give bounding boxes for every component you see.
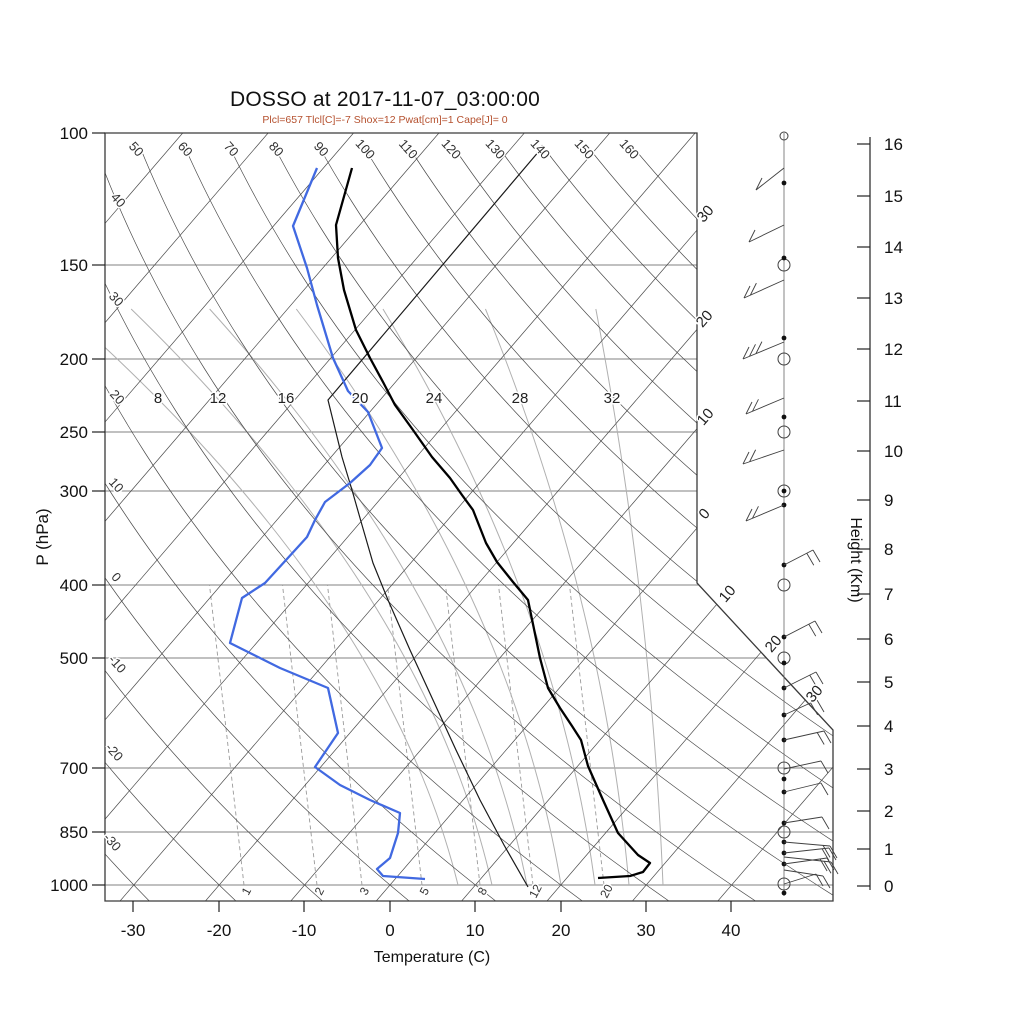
grid-label: 250	[60, 423, 88, 442]
grid-label: 8	[154, 390, 162, 407]
wind-barb	[783, 549, 821, 566]
wind-level-circle	[777, 578, 791, 592]
grid-label: 20	[552, 921, 571, 940]
wind-barb	[745, 397, 785, 415]
parcel-curve	[327, 149, 541, 888]
plot-frame	[104, 132, 834, 902]
grid-label: 2	[884, 802, 893, 821]
wind-barb	[748, 224, 785, 243]
grid-label: 7	[884, 585, 893, 604]
wind-level-circle	[777, 484, 791, 498]
wind-barb	[783, 873, 824, 887]
grid-label: 16	[278, 390, 295, 407]
wind-barb	[783, 620, 823, 638]
moist-adiabats	[105, 308, 664, 886]
mixing-ratio-lines	[209, 584, 605, 886]
grid-label: 11	[884, 392, 902, 411]
grid-label: 8	[884, 540, 893, 559]
wind-barb	[742, 449, 785, 465]
grid-label: 15	[884, 187, 903, 206]
wind-barb	[783, 841, 838, 859]
wind-barb	[783, 816, 830, 830]
profile-curves	[228, 149, 652, 888]
grid-label: 10	[884, 442, 903, 461]
grid-label: 12	[884, 340, 903, 359]
grid-label: Temperature (C)	[374, 949, 490, 966]
grid-label: Height (Km)	[847, 517, 864, 602]
wind-barb	[783, 671, 824, 689]
grid-label: 10	[466, 921, 485, 940]
wind-barb	[783, 782, 829, 796]
grid-label: 3	[884, 760, 893, 779]
grid-label: 150	[60, 256, 88, 275]
grid-label: 9	[884, 491, 893, 510]
grid-label: 1000	[50, 876, 88, 895]
grid-label: 0	[884, 877, 893, 896]
grid-label: -20	[207, 921, 232, 940]
grid-label: 13	[884, 289, 903, 308]
temperature-axis: -30 -20 -10 0 10 20 30 40 Temperature (C)	[121, 901, 741, 966]
wind-level-circle	[777, 425, 791, 439]
grid-label: 100	[60, 124, 88, 143]
wind-level-dot	[781, 180, 787, 186]
wind-level-dot	[781, 414, 787, 420]
grid-label: 200	[60, 350, 88, 369]
wind-level-circle	[777, 352, 791, 366]
wind-level-dot	[781, 890, 787, 896]
wind-barb	[783, 730, 832, 745]
wind-level-circle	[777, 877, 791, 891]
wind-barb	[743, 279, 785, 299]
grid-label: -30	[121, 921, 146, 940]
grid-label: -10	[292, 921, 317, 940]
wind-barb	[783, 699, 825, 716]
grid-label: 28	[512, 390, 529, 407]
grid-label: 300	[60, 482, 88, 501]
wind-level-circle	[779, 131, 789, 141]
wind-barb	[783, 857, 835, 872]
pressure-gridlines	[105, 133, 833, 886]
grid-label: 40	[722, 921, 741, 940]
grid-label: 500	[60, 649, 88, 668]
grid-label: 400	[60, 576, 88, 595]
wind-level-dot	[781, 255, 787, 261]
wind-barb-column	[742, 131, 839, 896]
grid-label: 700	[60, 759, 88, 778]
grid-label: P (hPa)	[33, 508, 52, 565]
grid-label: 24	[426, 390, 443, 407]
grid-label: 5	[884, 673, 893, 692]
wind-barb	[745, 504, 785, 522]
grid-label: 20	[352, 390, 369, 407]
grid-label: 4	[884, 717, 893, 736]
wind-level-dot	[781, 335, 787, 341]
wind-level-dot	[781, 776, 787, 782]
grid-label: 32	[604, 390, 621, 407]
grid-label: 14	[884, 238, 903, 257]
grid-label: 0	[385, 921, 394, 940]
chart-title: DOSSO at 2017-11-07_03:00:00	[230, 88, 540, 111]
pressure-axis: 100 150 200 250 300 400 500 700 850 1000 P (hPa)	[33, 124, 105, 895]
grid-label: 850	[60, 823, 88, 842]
grid-label: 6	[884, 630, 893, 649]
dewpoint-curve	[228, 167, 426, 881]
grid-label: 1	[884, 840, 893, 859]
grid-label: 30	[637, 921, 656, 940]
grid-label: 16	[884, 135, 903, 154]
chart-subtitle: Plcl=657 Tlcl[C]=-7 Shox=12 Pwat[cm]=1 C…	[262, 114, 508, 126]
wind-barb	[742, 341, 785, 360]
grid-label: 12	[210, 390, 227, 407]
temperature-curve	[334, 167, 652, 880]
wind-barb	[783, 856, 839, 875]
wind-barb	[783, 760, 829, 774]
wind-level-circle	[777, 825, 791, 839]
wind-barb	[755, 167, 785, 191]
wind-level-dot	[781, 488, 787, 494]
wind-level-dot	[781, 660, 787, 666]
